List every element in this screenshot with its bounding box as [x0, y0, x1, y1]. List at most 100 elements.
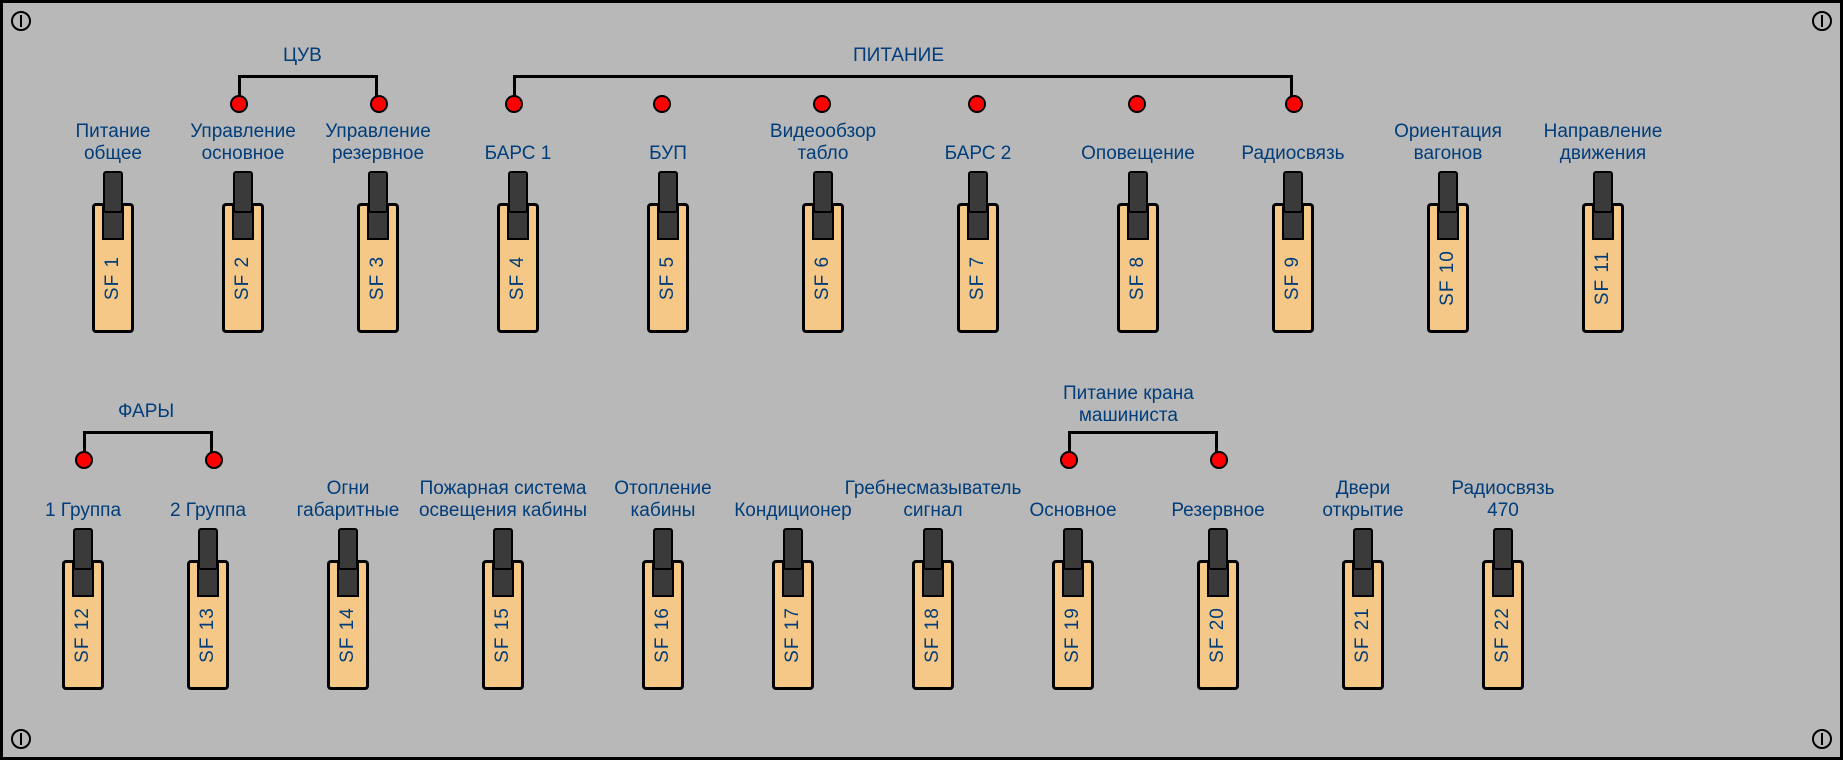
breaker-body: SF 13	[187, 560, 229, 690]
breaker-body: SF 4	[497, 203, 539, 333]
breaker-handle[interactable]	[233, 171, 253, 213]
breaker-switch[interactable]: SF 7	[957, 171, 999, 333]
breaker-handle[interactable]	[1493, 528, 1513, 570]
breaker-body: SF 9	[1272, 203, 1314, 333]
breaker-handle[interactable]	[1438, 171, 1458, 213]
breaker-sf-label: SF 5	[657, 256, 679, 300]
group-label-pitanie: ПИТАНИЕ	[853, 45, 944, 67]
breaker-handle[interactable]	[653, 528, 673, 570]
breaker-body: SF 15	[482, 560, 524, 690]
breaker-sf-label: SF 4	[507, 256, 529, 300]
breaker-label: Ориентация вагонов	[1394, 121, 1502, 165]
breaker-handle[interactable]	[1593, 171, 1613, 213]
breaker-switch[interactable]: SF 6	[802, 171, 844, 333]
breaker-body: SF 10	[1427, 203, 1469, 333]
breaker-sf-label: SF 9	[1282, 256, 1304, 300]
breaker-switch[interactable]: SF 14	[327, 528, 369, 690]
breaker-body: SF 2	[222, 203, 264, 333]
breaker-sf4: БАРС 1SF 4	[443, 121, 593, 333]
group-label-fary: ФАРЫ	[118, 401, 174, 423]
breaker-switch[interactable]: SF 12	[62, 528, 104, 690]
group-label-kran: Питание крана машиниста	[1063, 383, 1194, 427]
breaker-handle[interactable]	[1128, 171, 1148, 213]
breaker-switch[interactable]: SF 20	[1197, 528, 1239, 690]
led-indicator	[205, 451, 223, 469]
group-bracket-kran	[1068, 431, 1218, 434]
breaker-sf20: РезервноеSF 20	[1148, 478, 1288, 690]
breaker-label: Отопление кабины	[614, 478, 711, 522]
breaker-handle[interactable]	[783, 528, 803, 570]
breaker-switch[interactable]: SF 17	[772, 528, 814, 690]
breaker-sf-label: SF 21	[1352, 607, 1374, 663]
led-indicator	[75, 451, 93, 469]
breaker-switch[interactable]: SF 16	[642, 528, 684, 690]
breaker-sf2: Управление основное SF 2	[168, 121, 318, 333]
led-indicator	[1128, 95, 1146, 113]
breaker-switch[interactable]: SF 18	[912, 528, 954, 690]
breaker-switch[interactable]: SF 21	[1342, 528, 1384, 690]
breaker-handle[interactable]	[508, 171, 528, 213]
breaker-handle[interactable]	[1283, 171, 1303, 213]
breaker-body: SF 19	[1052, 560, 1094, 690]
breaker-label: Управление основное	[190, 121, 296, 165]
breaker-sf5: БУПSF 5	[593, 121, 743, 333]
breaker-body: SF 17	[772, 560, 814, 690]
breaker-sf12: 1 Группа SF 12	[13, 478, 153, 690]
breaker-sf-label: SF 11	[1592, 251, 1614, 305]
breaker-handle[interactable]	[73, 528, 93, 570]
breaker-sf14: Огни габаритныеSF 14	[278, 478, 418, 690]
breaker-sf-label: SF 18	[922, 607, 944, 663]
breaker-switch[interactable]: SF 1	[92, 171, 134, 333]
breaker-sf22: Радиосвязь 470 SF 22	[1433, 478, 1573, 690]
breaker-handle[interactable]	[493, 528, 513, 570]
breaker-switch[interactable]: SF 8	[1117, 171, 1159, 333]
breaker-label: БАРС 2	[945, 121, 1012, 165]
breaker-sf9: РадиосвязьSF 9	[1218, 121, 1368, 333]
breaker-body: SF 22	[1482, 560, 1524, 690]
breaker-switch[interactable]: SF 11	[1582, 171, 1624, 333]
breaker-sf6: Видеообзор таблоSF 6	[748, 121, 898, 333]
breaker-handle[interactable]	[923, 528, 943, 570]
breaker-handle[interactable]	[103, 171, 123, 213]
breaker-body: SF 14	[327, 560, 369, 690]
breaker-switch[interactable]: SF 15	[482, 528, 524, 690]
breaker-sf1: Питание общееSF 1	[38, 121, 188, 333]
breaker-switch[interactable]: SF 5	[647, 171, 689, 333]
breaker-switch[interactable]: SF 19	[1052, 528, 1094, 690]
breaker-handle[interactable]	[198, 528, 218, 570]
breaker-switch[interactable]: SF 3	[357, 171, 399, 333]
breaker-switch[interactable]: SF 13	[187, 528, 229, 690]
breaker-label: Оповещение	[1081, 121, 1195, 165]
breaker-sf15: Пожарная система освещения кабиныSF 15	[408, 478, 598, 690]
group-label-tsuv: ЦУВ	[283, 45, 322, 67]
breaker-sf19: ОсновноеSF 19	[1003, 478, 1143, 690]
breaker-body: SF 7	[957, 203, 999, 333]
breaker-handle[interactable]	[813, 171, 833, 213]
breaker-switch[interactable]: SF 2	[222, 171, 264, 333]
breaker-sf-label: SF 13	[197, 607, 219, 663]
breaker-label: Двери открытие	[1322, 478, 1403, 522]
breaker-switch[interactable]: SF 22	[1482, 528, 1524, 690]
breaker-sf7: БАРС 2 SF 7	[903, 121, 1053, 333]
breaker-label: Радиосвязь 470	[1451, 478, 1554, 522]
breaker-sf-label: SF 20	[1207, 607, 1229, 663]
breaker-handle[interactable]	[368, 171, 388, 213]
breaker-handle[interactable]	[1208, 528, 1228, 570]
breaker-sf-label: SF 1	[102, 256, 124, 300]
breaker-sf3: Управление резервноеSF 3	[303, 121, 453, 333]
breaker-sf-label: SF 2	[232, 256, 254, 300]
breaker-handle[interactable]	[658, 171, 678, 213]
breaker-sf-label: SF 16	[652, 607, 674, 663]
breaker-handle[interactable]	[968, 171, 988, 213]
breaker-body: SF 6	[802, 203, 844, 333]
breaker-switch[interactable]: SF 10	[1427, 171, 1469, 333]
breaker-sf8: Оповещение SF 8	[1063, 121, 1213, 333]
breaker-handle[interactable]	[1353, 528, 1373, 570]
screw-icon	[11, 729, 31, 749]
breaker-handle[interactable]	[1063, 528, 1083, 570]
breaker-switch[interactable]: SF 4	[497, 171, 539, 333]
led-indicator	[1285, 95, 1303, 113]
breaker-handle[interactable]	[338, 528, 358, 570]
breaker-label: 1 Группа	[45, 478, 121, 522]
breaker-switch[interactable]: SF 9	[1272, 171, 1314, 333]
